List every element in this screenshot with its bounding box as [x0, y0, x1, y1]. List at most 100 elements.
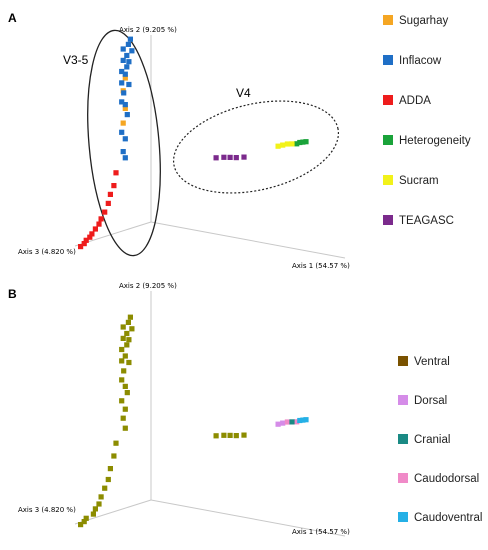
point-a-sucram-3 [289, 141, 295, 147]
point-a-inflacow-13 [119, 99, 125, 105]
point-a-sugarhay-0 [122, 75, 128, 81]
point-a-inflacow-16 [119, 129, 125, 135]
point-a-adda-0 [113, 170, 119, 176]
point-b-19 [122, 425, 128, 431]
point-a-inflacow-9 [122, 71, 128, 77]
point-b-27 [92, 506, 98, 512]
point-b-16 [119, 398, 125, 404]
point-a-adda-1 [111, 183, 117, 189]
point-a-adda-2 [107, 191, 113, 197]
point-a-inflacow-4 [124, 52, 130, 59]
point-b-28 [90, 511, 96, 517]
v4-cluster-ellipse [172, 100, 340, 194]
group-label-v4: V4 [236, 86, 251, 100]
point-a-inflacow-2 [120, 46, 126, 52]
axis-3-label-a: Axis 3 (4.820 %) [18, 248, 76, 256]
point-a-adda-3 [105, 200, 111, 206]
points-b [78, 314, 309, 528]
legend-b-label-1: Dorsal [414, 395, 447, 407]
point-b-35 [233, 433, 239, 439]
point-b-26 [96, 501, 102, 507]
point-a-inflacow-10 [119, 80, 125, 86]
point-b-1 [125, 319, 131, 325]
point-b-18 [120, 415, 126, 421]
point-b-31 [78, 522, 84, 528]
point-b-25 [98, 494, 104, 500]
legend-b-label-2: Cranial [414, 434, 450, 446]
point-a-adda-10 [83, 237, 89, 243]
point-a-inflacow-7 [124, 64, 130, 70]
point-a-teagasc-1 [221, 154, 227, 160]
legend-b-label-4: Caudoventral [414, 512, 482, 524]
axis-1-label-b: Axis 1 (54.57 %) [292, 528, 350, 536]
point-a-adda-4 [102, 209, 108, 215]
point-b-30 [81, 519, 87, 525]
legend-b-label-0: Ventral [414, 356, 450, 368]
axis-1-line-b [150, 499, 346, 537]
point-a-adda-11 [81, 241, 87, 247]
point-a-adda-12 [78, 244, 84, 250]
point-a-inflacow-6 [126, 59, 132, 65]
legend-a-swatch-4 [383, 175, 393, 185]
point-b-caudoventral-1 [300, 417, 306, 423]
point-b-12 [121, 368, 127, 374]
point-b-caudoventral-2 [303, 417, 309, 423]
point-a-inflacow-18 [120, 149, 126, 155]
legend-a-label-0: Sugarhay [399, 15, 448, 27]
point-b-9 [122, 353, 128, 359]
point-b-caudodorsal-1 [294, 419, 300, 425]
axis-3-label-b: Axis 3 (4.820 %) [18, 506, 76, 514]
point-a-inflacow-12 [121, 90, 127, 96]
legend-b-swatch-3 [398, 473, 408, 483]
point-a-teagasc-2 [227, 154, 233, 160]
point-b-0 [127, 314, 133, 320]
legend-b-label-3: Caudodorsal [414, 473, 479, 485]
point-b-36 [241, 432, 247, 438]
point-b-caudoventral-0 [297, 417, 303, 424]
point-b-23 [105, 476, 111, 483]
point-b-3 [129, 326, 135, 332]
legend-b-swatch-4 [398, 512, 408, 522]
point-a-inflacow-0 [127, 36, 133, 42]
point-b-2 [120, 324, 126, 330]
point-b-7 [124, 342, 130, 348]
axis-2-label-a: Axis 2 (9.205 %) [119, 26, 177, 34]
legend-a-swatch-2 [383, 95, 393, 105]
v3-5-cluster-ellipse [87, 29, 161, 257]
legend-b-swatch-2 [398, 434, 408, 444]
point-b-17 [122, 406, 128, 412]
panel-a: A Axis 2 (9.205 %) Axis 1 (54.57 %) Axis… [8, 11, 471, 270]
point-b-24 [102, 485, 108, 491]
point-a-inflacow-14 [122, 102, 128, 108]
axis-1-label-a: Axis 1 (54.57 %) [292, 262, 350, 270]
point-a-heterogeneity-1 [297, 139, 303, 146]
legend-b-swatch-1 [398, 395, 408, 405]
point-a-inflacow-17 [122, 136, 128, 142]
point-a-inflacow-15 [124, 112, 130, 118]
legend-a-label-2: ADDA [399, 95, 431, 107]
point-b-dorsal-1 [280, 420, 286, 426]
legend-a-swatch-1 [383, 55, 393, 65]
point-a-adda-9 [87, 234, 93, 240]
point-a-heterogeneity-0 [294, 141, 300, 147]
group-label-v3-5: V3-5 [63, 53, 89, 67]
point-a-teagasc-0 [213, 155, 219, 161]
point-b-5 [120, 335, 126, 341]
point-a-inflacow-11 [126, 81, 132, 88]
legend-a-label-5: TEAGASC [399, 215, 454, 227]
legend-a-label-1: Inflacow [399, 55, 442, 67]
point-a-inflacow-8 [119, 68, 125, 75]
legend-b: Ventral Dorsal Cranial Caudodorsal Caudovent… [398, 356, 482, 524]
point-b-15 [124, 390, 130, 396]
point-b-14 [122, 383, 128, 389]
point-a-sugarhay-2 [122, 105, 128, 111]
point-b-dorsal-0 [275, 421, 281, 427]
point-b-caudodorsal-0 [284, 419, 290, 425]
point-a-sucram-0 [275, 143, 281, 149]
point-a-sucram-2 [284, 141, 290, 147]
point-a-adda-5 [98, 216, 104, 222]
point-b-33 [221, 432, 227, 438]
point-a-adda-8 [89, 231, 95, 237]
legend-a-swatch-5 [383, 215, 393, 225]
